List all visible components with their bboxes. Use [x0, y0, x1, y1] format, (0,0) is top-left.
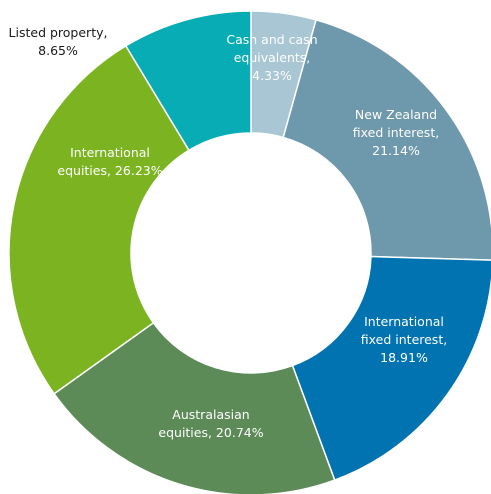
slice-label-line: Listed property, [9, 25, 108, 40]
slice-label-cash-and-cash-equivalents: Cash and cash equivalents, 4.33% [226, 32, 317, 83]
slice-listed-property [124, 10, 252, 152]
slice-label-line: 8.65% [38, 43, 78, 58]
slice-label-new-zealand-fixed-interest: New Zealand fixed interest, 21.14% [353, 107, 439, 158]
slice-label-line: International [70, 145, 150, 160]
slice-international-fixed-interest [291, 255, 491, 482]
slice-label-line: equities, 20.74% [158, 425, 263, 440]
slice-label-line: 4.33% [252, 68, 292, 83]
slice-label-line: fixed interest, [353, 125, 439, 140]
slice-label-line: Cash and cash [226, 32, 317, 47]
slice-label-line: 18.91% [380, 350, 428, 365]
slice-label-australasian-equities: Australasian equities, 20.74% [158, 407, 263, 440]
slice-australasian-equities [53, 321, 336, 494]
slice-label-line: Australasian [172, 407, 249, 422]
slice-label-international-equities: International equities, 26.23% [57, 145, 162, 178]
slice-label-international-fixed-interest: International fixed interest, 18.91% [361, 314, 447, 365]
slice-label-listed-property: Listed property, 8.65% [9, 25, 108, 58]
slice-label-line: fixed interest, [361, 332, 447, 347]
slice-label-line: International [364, 314, 444, 329]
slice-label-line: New Zealand [355, 107, 437, 122]
slice-label-line: 21.14% [372, 143, 420, 158]
slice-label-line: equivalents, [234, 50, 311, 65]
slice-label-line: equities, 26.23% [57, 163, 162, 178]
slice-international-equities [8, 44, 190, 395]
slice-new-zealand-fixed-interest [282, 18, 491, 261]
